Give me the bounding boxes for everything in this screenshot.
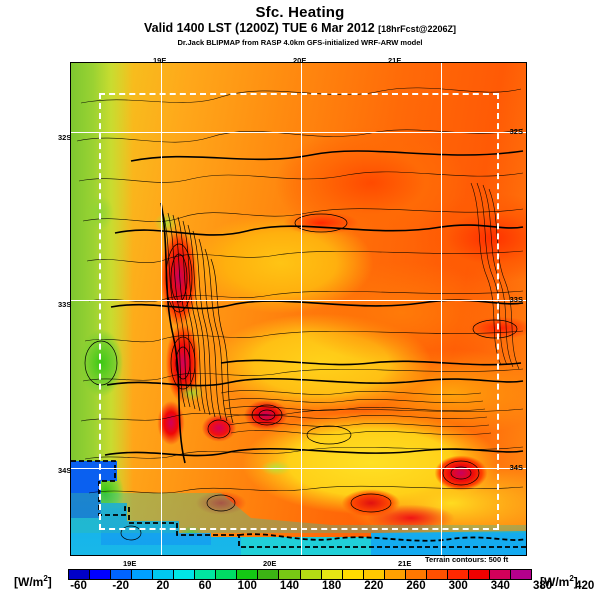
contour-overlay xyxy=(71,87,526,548)
colorbar-swatch xyxy=(300,570,322,579)
field-ocean xyxy=(71,63,526,555)
graticule-lon-21e xyxy=(441,63,442,555)
colorbar[interactable] xyxy=(68,569,532,580)
forecast-tag: [18hrFcst@2206Z] xyxy=(378,24,456,34)
graticule-lat-32s xyxy=(71,132,526,133)
axis-lon-label-20e-top: 20E xyxy=(293,56,307,65)
unit-label-right: [W/m2] xyxy=(540,574,578,589)
valid-time-text: Valid 1400 LST (1200Z) TUE 6 Mar 2012 xyxy=(144,21,375,35)
colorbar-swatch xyxy=(153,570,175,579)
colorbar-swatch xyxy=(216,570,238,579)
colorbar-swatch xyxy=(279,570,301,579)
colorbar-swatch xyxy=(258,570,280,579)
colorbar-tick-labels: -60-202060100140180220260300340380420460 xyxy=(0,580,600,596)
map-lat-label-34s-right: 34S xyxy=(509,463,523,472)
axis-lon-label-19e-bottom: 19E xyxy=(123,559,137,568)
colorbar-tick-label: 140 xyxy=(279,580,300,592)
colorbar-tick-label: 260 xyxy=(406,580,426,592)
colorbar-swatch xyxy=(384,570,406,579)
page-title: Sfc. Heating xyxy=(255,4,345,21)
unit-right-sup: 2 xyxy=(569,574,574,583)
colorbar-tick-label: 60 xyxy=(198,580,212,592)
terrain-contours-note: Terrain contours: 500 ft xyxy=(425,555,509,564)
colorbar-swatch xyxy=(237,570,259,579)
colorbar-tick-label: 380 xyxy=(532,580,553,592)
axis-lon-label-21e-top: 21E xyxy=(388,56,402,65)
unit-label-left: [W/m2] xyxy=(14,574,52,589)
colorbar-tick-label: 340 xyxy=(490,580,510,592)
colorbar-tick-label: 180 xyxy=(322,580,342,592)
colorbar-swatch xyxy=(321,570,343,579)
title-block: Sfc. Heating Valid 1400 LST (1200Z) TUE … xyxy=(0,4,600,48)
axis-lat-label-33s: 33S xyxy=(58,300,72,309)
colorbar-tick-label: 100 xyxy=(237,580,257,592)
axis-lon-label-19e-top: 19E xyxy=(153,56,167,65)
graticule-lon-19e xyxy=(161,63,162,555)
graticule-lon-20e xyxy=(301,63,302,555)
colorbar-tick-label: 220 xyxy=(364,580,384,592)
colorbar-swatch xyxy=(132,570,154,579)
axis-lat-label-34s: 34S xyxy=(58,466,72,475)
map-lat-label-33s-right: 33S xyxy=(509,295,523,304)
unit-left-text: [W/m xyxy=(14,575,44,589)
map-lat-label-32s-right: 32S xyxy=(509,127,523,136)
unit-left-close: ] xyxy=(47,575,52,589)
graticule-lat-33s xyxy=(71,300,526,301)
colorbar-tick-label: 300 xyxy=(448,580,468,592)
colorbar-swatch xyxy=(111,570,133,579)
valid-time-line: Valid 1400 LST (1200Z) TUE 6 Mar 2012 [1… xyxy=(0,21,600,37)
colorbar-swatch xyxy=(195,570,217,579)
colorbar-swatch xyxy=(426,570,448,579)
unit-right-close: ] xyxy=(573,575,578,589)
map-panel[interactable]: 32S 33S 34S xyxy=(70,62,527,556)
colorbar-swatch xyxy=(489,570,511,579)
map-field: 32S 33S 34S xyxy=(71,63,526,555)
ocean-east-teal xyxy=(371,531,526,555)
colorbar-tick-label: 20 xyxy=(156,580,170,592)
colorbar-swatch xyxy=(447,570,469,579)
axis-lat-label-32s: 32S xyxy=(58,133,72,142)
inner-domain-box xyxy=(99,93,499,530)
colorbar-tick-label: -20 xyxy=(112,580,130,592)
field-green-patches xyxy=(71,63,526,555)
colorbar-swatch xyxy=(405,570,427,579)
axis-lon-label-21e-bottom: 21E xyxy=(398,559,412,568)
colorbar-tick-label: 420 xyxy=(575,580,595,592)
colorbar-swatch xyxy=(69,570,91,579)
colorbar-swatch xyxy=(510,570,532,579)
colorbar-swatch xyxy=(363,570,385,579)
colorbar-swatch xyxy=(174,570,196,579)
axis-lon-label-20e-bottom: 20E xyxy=(263,559,277,568)
colorbar-swatch xyxy=(90,570,112,579)
colorbar-swatch xyxy=(468,570,490,579)
model-source-line: Dr.Jack BLIPMAP from RASP 4.0km GFS-init… xyxy=(177,38,423,47)
colorbar-swatch xyxy=(342,570,364,579)
unit-left-sup: 2 xyxy=(43,574,48,583)
graticule-lat-34s xyxy=(71,468,526,469)
unit-right-text: [W/m xyxy=(540,575,570,589)
colorbar-tick-label: -60 xyxy=(70,580,87,592)
